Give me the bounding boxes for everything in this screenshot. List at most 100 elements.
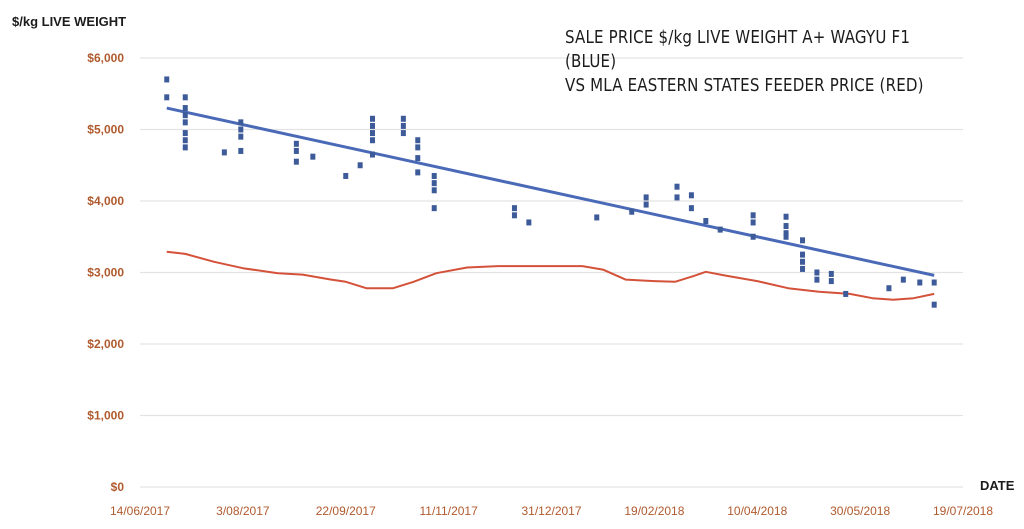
scatter-point-36 bbox=[511, 205, 517, 212]
scatter-point-14 bbox=[293, 140, 299, 147]
scatter-point-52 bbox=[783, 213, 789, 220]
chart-title-line-1: SALE PRICE $/kg LIVE WEIGHT A+ WAGYU F1 … bbox=[565, 28, 911, 72]
scatter-point-43 bbox=[674, 183, 680, 190]
scatter-point-3 bbox=[182, 105, 188, 112]
scatter-point-50 bbox=[750, 219, 756, 226]
x-tick-label-3: 11/11/2017 bbox=[419, 504, 478, 518]
scatter-point-9 bbox=[221, 149, 227, 156]
y-tick-label-4: $4,000 bbox=[87, 194, 124, 208]
x-tick-label-8: 19/07/2018 bbox=[933, 504, 993, 518]
y-tick-label-5: $5,000 bbox=[87, 123, 124, 137]
y-tick-label-3: $3,000 bbox=[87, 266, 124, 280]
scatter-point-28 bbox=[415, 137, 421, 144]
scatter-point-15 bbox=[293, 147, 299, 154]
scatter-point-69 bbox=[931, 301, 937, 308]
scatter-point-20 bbox=[369, 115, 375, 122]
chart-title: SALE PRICE $/kg LIVE WEIGHT A+ WAGYU F1 … bbox=[565, 26, 960, 98]
scatter-point-59 bbox=[800, 265, 806, 272]
scatter-point-35 bbox=[431, 205, 437, 212]
scatter-point-65 bbox=[886, 285, 892, 292]
x-tick-label-6: 10/04/2018 bbox=[727, 504, 787, 518]
scatter-point-26 bbox=[400, 122, 406, 129]
scatter-point-49 bbox=[750, 212, 756, 219]
wagyu-scatter-points bbox=[164, 76, 937, 308]
scatter-point-11 bbox=[238, 126, 244, 133]
scatter-point-68 bbox=[931, 279, 937, 286]
scatter-point-60 bbox=[814, 269, 820, 276]
wagyu-trendline bbox=[166, 106, 935, 277]
feeder-price-line bbox=[166, 250, 935, 301]
scatter-point-32 bbox=[431, 172, 437, 179]
scatter-point-42 bbox=[643, 201, 649, 208]
scatter-point-51 bbox=[750, 233, 756, 240]
scatter-point-38 bbox=[526, 219, 532, 226]
scatter-point-17 bbox=[310, 153, 316, 160]
scatter-point-64 bbox=[843, 290, 849, 297]
scatter-point-23 bbox=[369, 137, 375, 144]
x-tick-label-1: 3/08/2017 bbox=[216, 504, 270, 518]
x-tick-label-5: 19/02/2018 bbox=[624, 504, 684, 518]
scatter-point-7 bbox=[182, 137, 188, 144]
scatter-point-18 bbox=[343, 172, 349, 179]
scatter-point-5 bbox=[182, 119, 188, 126]
scatter-point-29 bbox=[415, 144, 421, 151]
scatter-point-30 bbox=[415, 155, 421, 162]
scatter-point-54 bbox=[783, 230, 789, 237]
scatter-point-13 bbox=[238, 147, 244, 154]
scatter-point-37 bbox=[511, 212, 517, 219]
scatter-point-46 bbox=[688, 205, 694, 212]
scatter-point-4 bbox=[182, 112, 188, 119]
scatter-point-41 bbox=[643, 194, 649, 201]
scatter-point-45 bbox=[688, 192, 694, 199]
scatter-point-1 bbox=[164, 94, 170, 101]
scatter-point-55 bbox=[783, 233, 789, 240]
feeder-price-line-group bbox=[166, 250, 935, 301]
scatter-point-25 bbox=[400, 115, 406, 122]
scatter-point-57 bbox=[800, 251, 806, 258]
scatter-point-16 bbox=[293, 158, 299, 165]
scatter-point-12 bbox=[238, 133, 244, 140]
scatter-point-10 bbox=[238, 119, 244, 126]
scatter-point-21 bbox=[369, 122, 375, 129]
y-tick-label-6: $6,000 bbox=[87, 51, 124, 65]
y-tick-label-1: $1,000 bbox=[87, 409, 124, 423]
scatter-point-56 bbox=[800, 237, 806, 244]
y-tick-label-2: $2,000 bbox=[87, 337, 124, 351]
scatter-point-22 bbox=[369, 130, 375, 137]
y-axis-label: $/kg LIVE WEIGHT bbox=[12, 14, 127, 29]
scatter-point-66 bbox=[900, 276, 906, 283]
scatter-point-31 bbox=[415, 169, 421, 176]
scatter-point-67 bbox=[917, 279, 923, 286]
y-tick-label-0: $0 bbox=[111, 480, 125, 494]
scatter-point-63 bbox=[828, 278, 834, 285]
scatter-point-6 bbox=[182, 130, 188, 137]
scatter-point-53 bbox=[783, 223, 789, 230]
scatter-point-61 bbox=[814, 276, 820, 283]
scatter-point-47 bbox=[703, 218, 709, 225]
x-tick-label-2: 22/09/2017 bbox=[316, 504, 376, 518]
scatter-point-8 bbox=[182, 144, 188, 151]
scatter-point-19 bbox=[357, 162, 363, 169]
scatter-point-48 bbox=[717, 226, 723, 233]
x-axis-label: DATE bbox=[980, 478, 1015, 493]
scatter-point-33 bbox=[431, 180, 437, 187]
scatter-point-0 bbox=[164, 76, 170, 83]
scatter-point-34 bbox=[431, 187, 437, 194]
scatter-point-27 bbox=[400, 130, 406, 137]
x-tick-label-0: 14/06/2017 bbox=[110, 504, 170, 518]
scatter-point-62 bbox=[828, 270, 834, 277]
scatter-point-2 bbox=[182, 94, 188, 101]
scatter-point-39 bbox=[594, 214, 600, 221]
chart-title-line-2: VS MLA EASTERN STATES FEEDER PRICE (RED) bbox=[565, 76, 924, 96]
x-tick-label-4: 31/12/2017 bbox=[521, 504, 581, 518]
scatter-point-44 bbox=[674, 194, 680, 201]
y-axis-tick-labels: $0 $1,000 $2,000 $3,000 $4,000 $5,000 $6,000 bbox=[87, 51, 124, 494]
scatter-point-40 bbox=[629, 208, 635, 215]
gridlines bbox=[140, 57, 963, 488]
x-tick-label-7: 30/05/2018 bbox=[830, 504, 890, 518]
scatter-point-24 bbox=[369, 151, 375, 158]
wagyu-trendline-group bbox=[166, 106, 935, 277]
x-axis-tick-labels: 14/06/2017 3/08/2017 22/09/2017 11/11/2017 3… bbox=[110, 504, 993, 518]
scatter-point-58 bbox=[800, 258, 806, 265]
